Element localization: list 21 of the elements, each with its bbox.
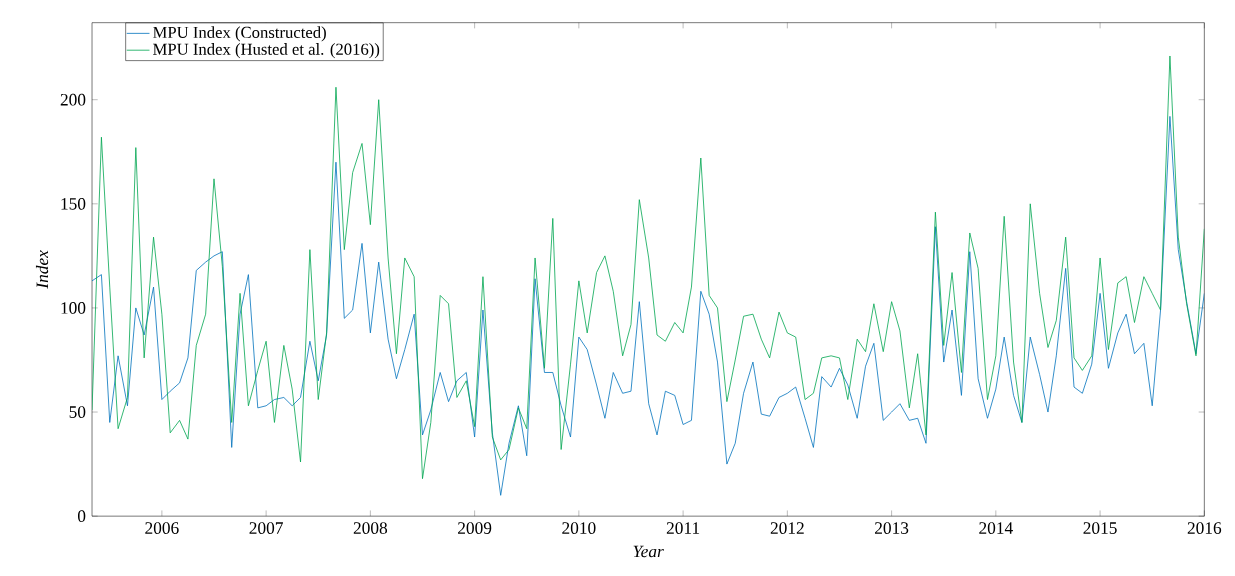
- x-tick-label: 2016: [1187, 522, 1222, 534]
- x-tick-label: 2011: [666, 522, 700, 534]
- x-tick-label: 2013: [875, 522, 909, 534]
- y-tick-label: 0: [77, 510, 86, 522]
- x-axis-title: Year: [633, 545, 664, 558]
- x-tick-label: 2006: [145, 522, 179, 534]
- x-tick-label: 2014: [979, 522, 1013, 534]
- x-tick-label: 2009: [458, 522, 492, 534]
- x-tick-label: 2010: [562, 522, 596, 534]
- y-tick-label: 150: [61, 197, 86, 210]
- x-tick-label: 2012: [770, 522, 804, 534]
- legend-label: MPU Index (Husted et al. (2016)): [153, 43, 380, 59]
- x-tick-label: 2007: [249, 522, 283, 534]
- y-tick-label: 50: [69, 406, 86, 418]
- legend-label: MPU Index (Constructed): [153, 26, 326, 42]
- x-tick-label: 2015: [1083, 522, 1117, 534]
- x-tick-label: 2008: [353, 522, 388, 534]
- y-axis-title: Index: [35, 250, 49, 289]
- line-series: [92, 115, 1205, 496]
- y-tick-label: 100: [61, 302, 86, 314]
- y-tick-label: 200: [60, 93, 86, 106]
